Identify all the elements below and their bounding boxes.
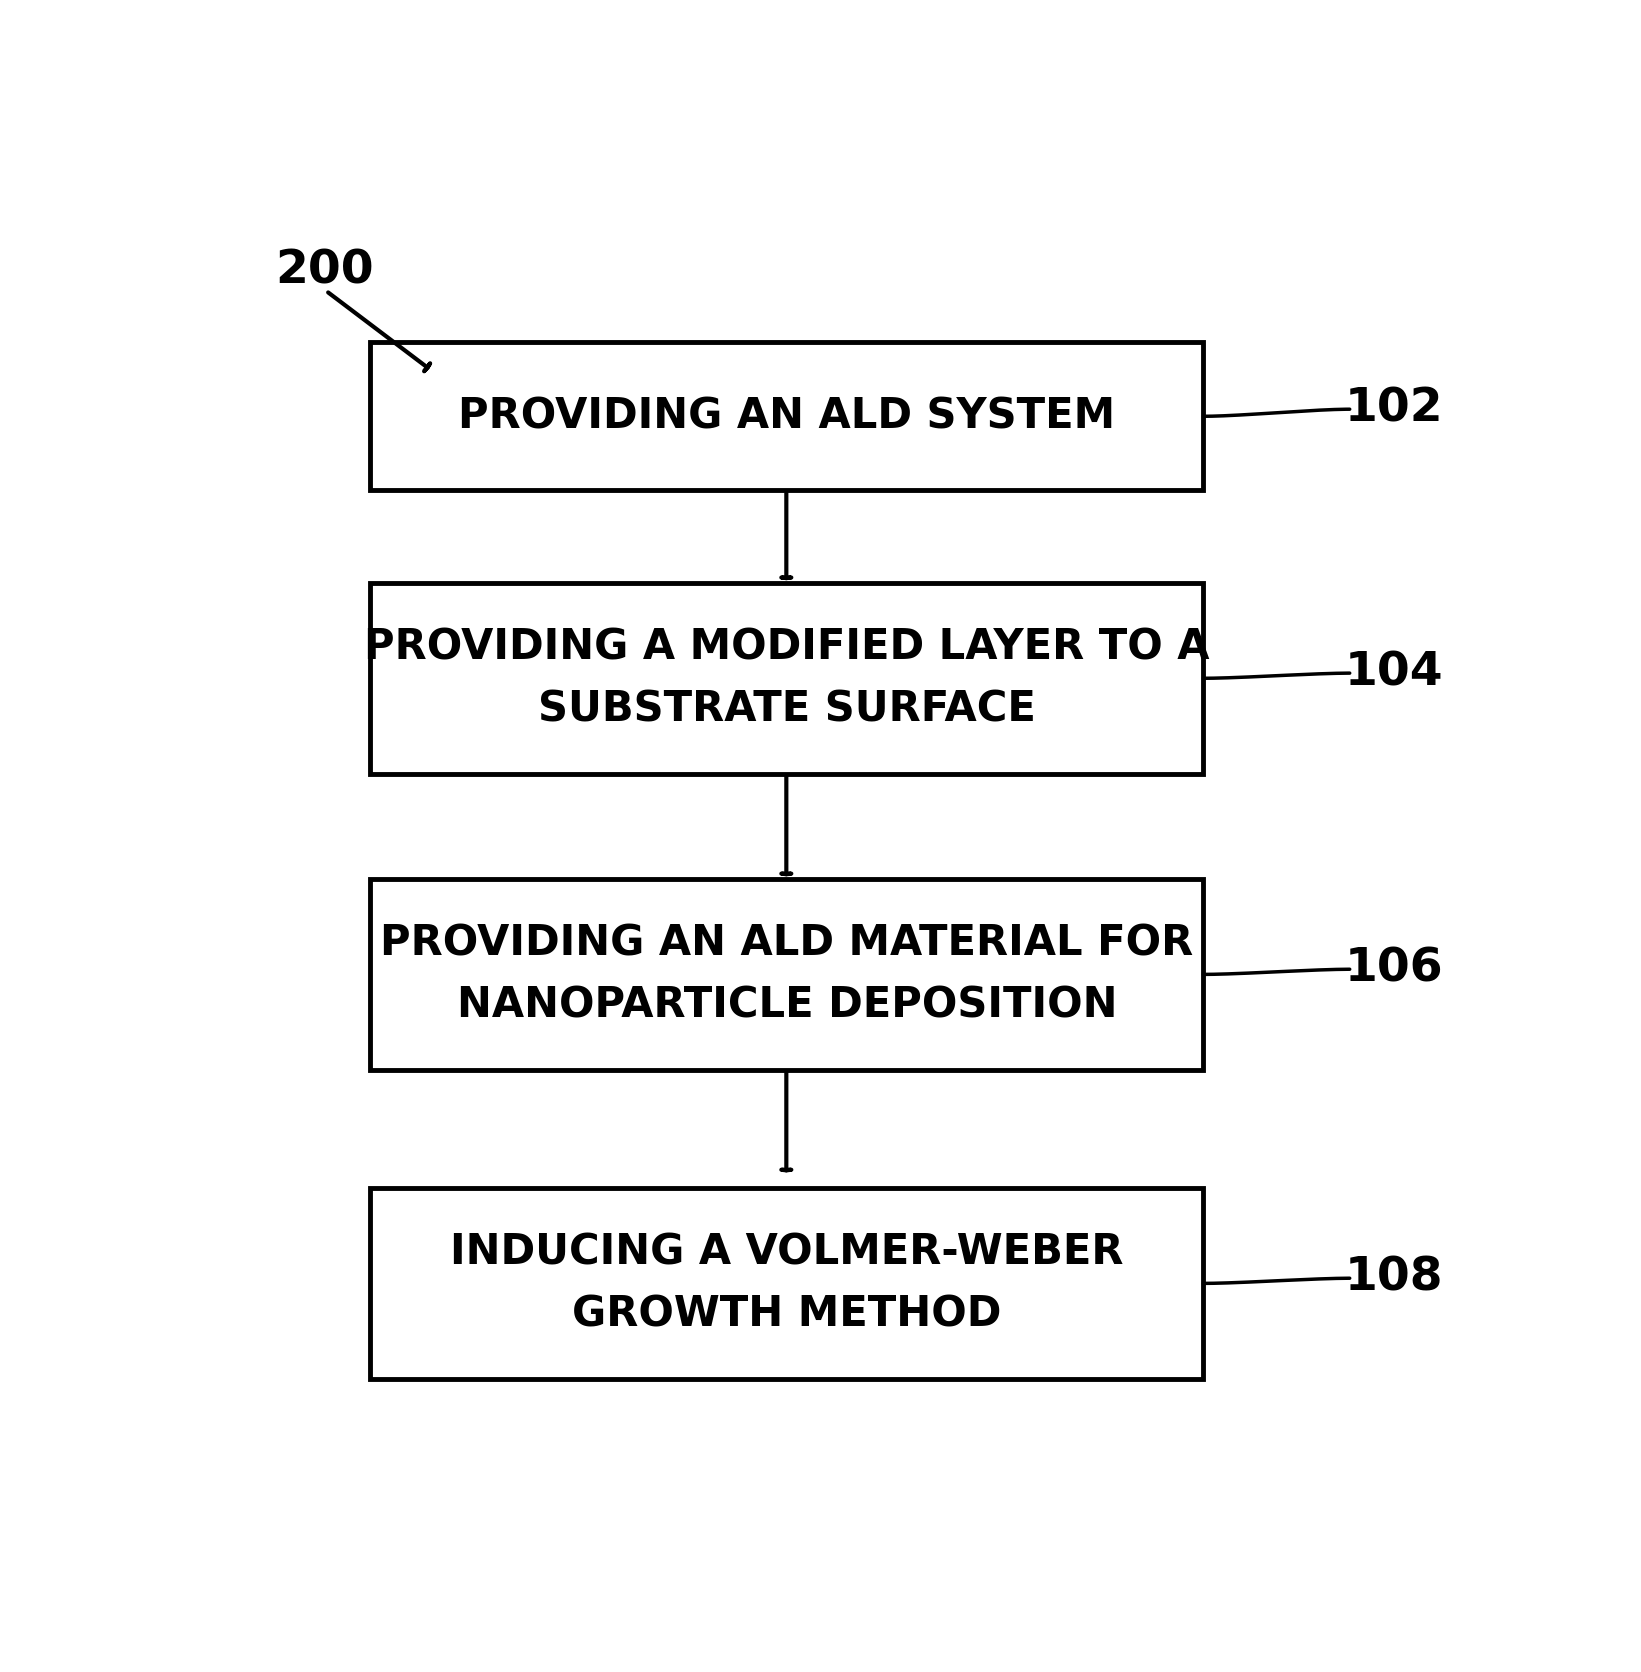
Text: 104: 104 [1346,650,1444,696]
Text: 108: 108 [1346,1256,1444,1301]
Bar [371,584,1203,774]
Text: 200: 200 [276,249,374,294]
Text: PROVIDING A MODIFIED LAYER TO A
SUBSTRATE SURFACE: PROVIDING A MODIFIED LAYER TO A SUBSTRAT… [364,627,1209,731]
Text: 102: 102 [1346,386,1444,431]
Bar [371,343,1203,490]
Text: 106: 106 [1346,946,1444,991]
Text: PROVIDING AN ALD MATERIAL FOR
NANOPARTICLE DEPOSITION: PROVIDING AN ALD MATERIAL FOR NANOPARTIC… [381,923,1193,1027]
Bar [371,879,1203,1070]
Text: PROVIDING AN ALD SYSTEM: PROVIDING AN ALD SYSTEM [458,395,1116,438]
Bar [371,1189,1203,1379]
Text: INDUCING A VOLMER-WEBER
GROWTH METHOD: INDUCING A VOLMER-WEBER GROWTH METHOD [450,1232,1124,1336]
